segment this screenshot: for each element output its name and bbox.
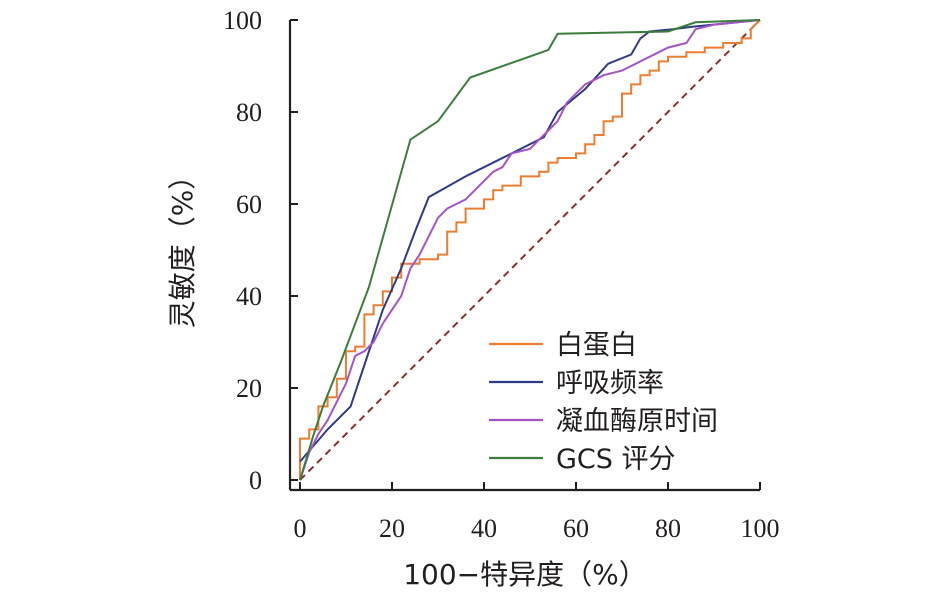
- series-line-3: [299, 19, 761, 481]
- y-tick-label: 60: [236, 190, 262, 219]
- legend-label-3: GCS 评分: [556, 444, 676, 475]
- legend-label-0: 白蛋白: [556, 330, 637, 361]
- legend-label-2: 凝血酶原时间: [556, 406, 718, 437]
- x-tick-label: 80: [655, 514, 681, 543]
- y-tick-label: 20: [236, 374, 262, 403]
- x-tick-label: 100: [741, 514, 780, 543]
- reference-diagonal-line: [299, 19, 761, 481]
- y-tick-label: 40: [236, 282, 262, 311]
- x-tick-label: 20: [379, 514, 405, 543]
- x-tick-label: 0: [294, 514, 307, 543]
- series-group: [299, 19, 761, 481]
- ticks-group: 0 20 40 60 80 100 0 20 40 60 80 100: [223, 6, 780, 543]
- y-tick-label: 0: [249, 466, 262, 495]
- series-line-2: [299, 19, 761, 481]
- x-axis-title: 100−特异度（%）: [403, 558, 647, 591]
- x-tick-label: 40: [471, 514, 497, 543]
- y-tick-label: 80: [236, 98, 262, 127]
- legend-label-1: 呼吸频率: [556, 368, 664, 399]
- axes-group: [288, 20, 760, 492]
- x-tick-label: 60: [563, 514, 589, 543]
- y-tick-label: 100: [223, 6, 262, 35]
- series-line-1: [299, 19, 761, 463]
- series-line-0: [299, 19, 761, 480]
- y-axis-title: 灵敏度（%）: [166, 162, 199, 329]
